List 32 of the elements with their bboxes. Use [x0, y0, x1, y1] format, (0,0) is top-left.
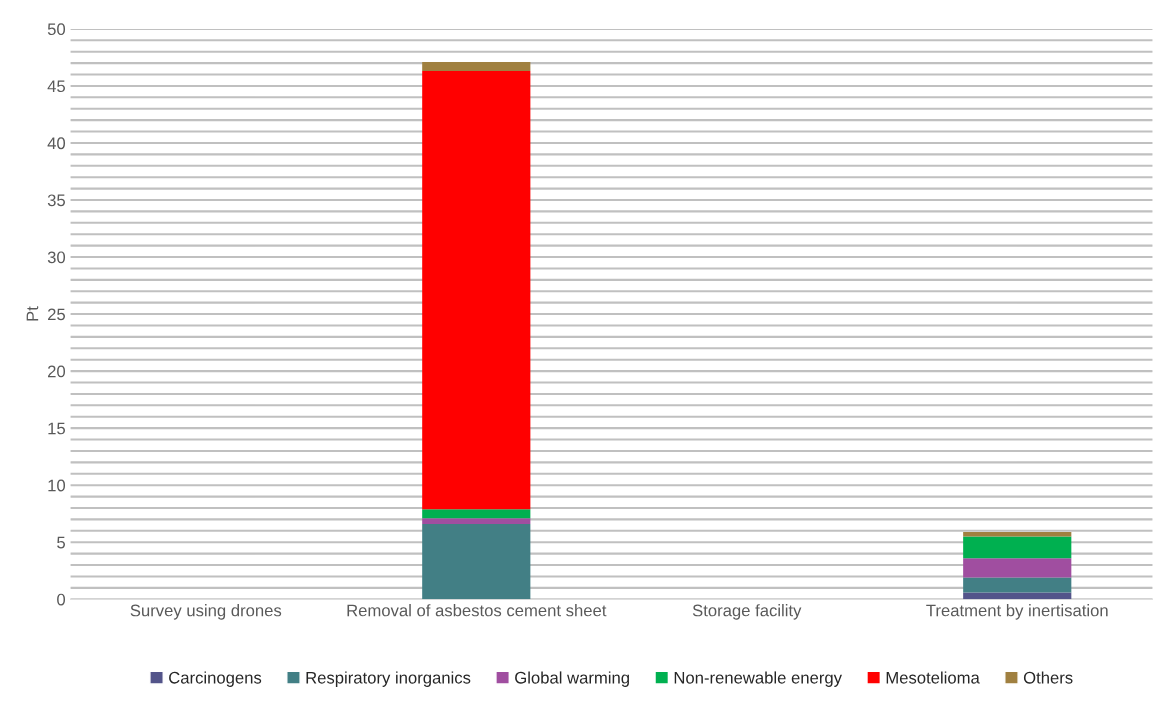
x-tick-label: Removal of asbestos cement sheet [347, 604, 607, 617]
y-tick-label: 50 [47, 23, 66, 36]
legend-label: Respiratory inorganics [306, 671, 471, 687]
y-axis-title: Pt [26, 306, 39, 321]
y-tick-label: 45 [47, 80, 65, 93]
legend-label: Carcinogens [169, 671, 262, 687]
bar [422, 71, 531, 510]
legend-label: Non-renewable energy [674, 671, 842, 687]
y-tick-label: 30 [47, 251, 66, 264]
bar [963, 558, 1072, 578]
bar [963, 531, 1072, 537]
bar [422, 61, 531, 72]
y-tick-label: 10 [48, 479, 66, 492]
bar [422, 523, 531, 600]
y-tick-label: 5 [57, 536, 65, 549]
x-tick-label: Survey using drones [130, 604, 282, 620]
y-tick-label: 35 [47, 194, 65, 207]
legend-label: Others [1023, 671, 1073, 684]
y-tick-label: 20 [48, 365, 66, 378]
y-tick-label: 40 [47, 137, 66, 150]
bar [963, 577, 1072, 593]
bar [963, 536, 1072, 559]
bar [963, 592, 1072, 600]
bar [422, 518, 531, 524]
bar [422, 509, 531, 519]
x-tick-label: Storage facility [692, 604, 802, 620]
x-tick-label: Treatment by inertisation [926, 604, 1108, 620]
y-tick-label: 0 [57, 593, 66, 606]
legend-label: Mesotelioma [886, 671, 980, 684]
y-tick-label: 25 [48, 308, 65, 321]
y-tick-label: 15 [48, 422, 65, 435]
legend-label: Global warming [515, 671, 629, 687]
